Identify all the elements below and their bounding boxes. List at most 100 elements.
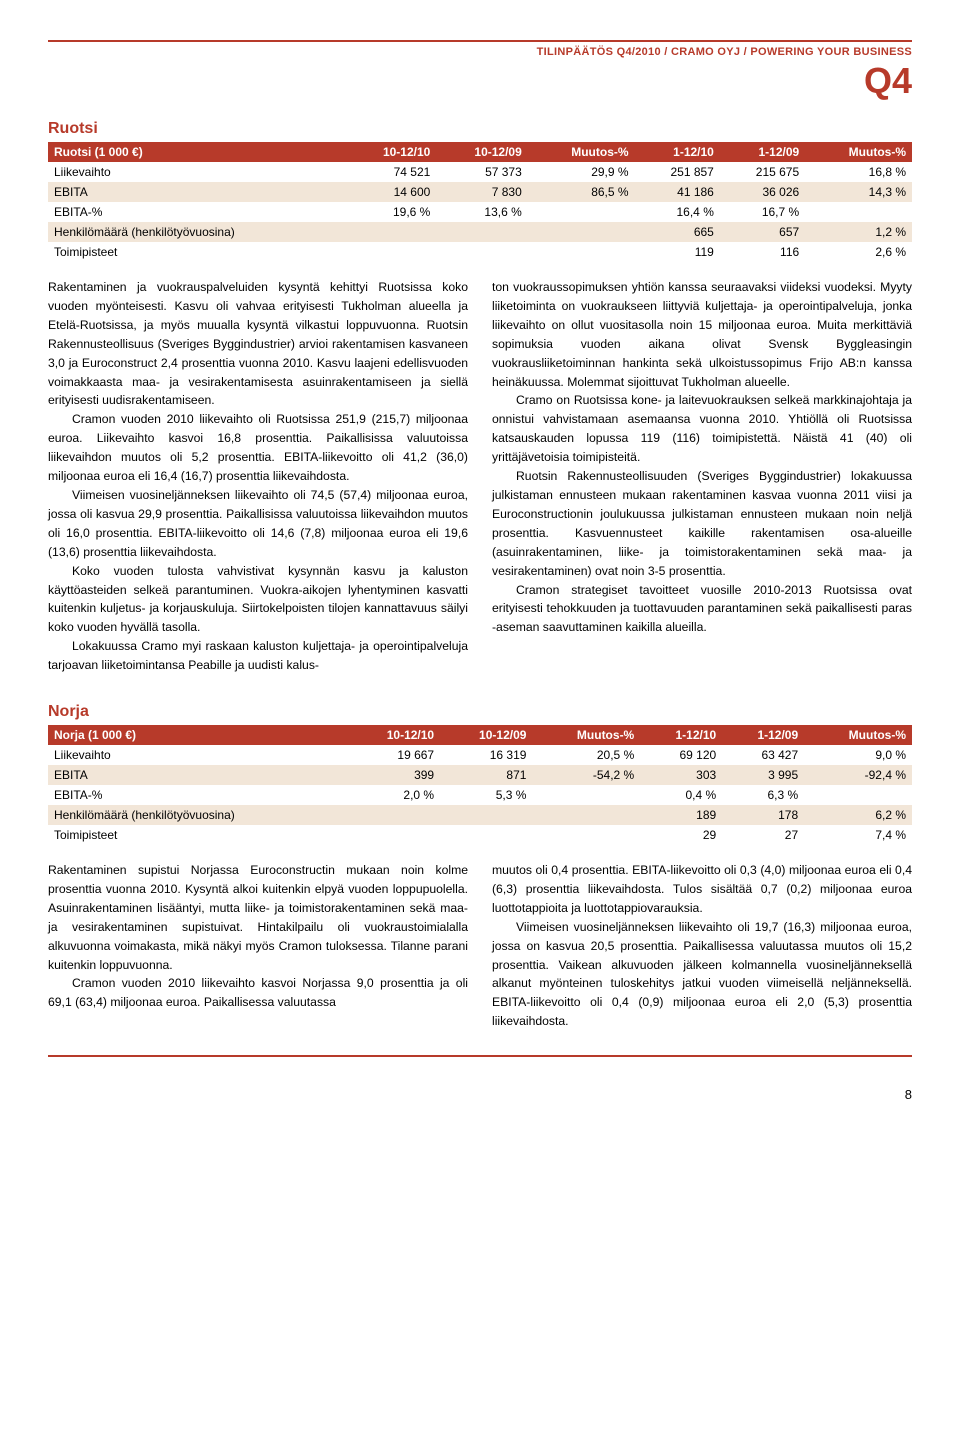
paragraph: Rakentaminen supistui Norjassa Euroconst… bbox=[48, 861, 468, 974]
paragraph: Cramon vuoden 2010 liikevaihto oli Ruots… bbox=[48, 410, 468, 486]
paragraph: Lokakuussa Cramo myi raskaan kaluston ku… bbox=[48, 637, 468, 675]
table-row: Liikevaihto74 52157 37329,9 %251 857215 … bbox=[48, 162, 912, 182]
table-cell: -54,2 % bbox=[532, 765, 640, 785]
table-cell: 6,3 % bbox=[722, 785, 804, 805]
col-label: 10-12/10 bbox=[348, 725, 440, 745]
table-cell: 16,4 % bbox=[635, 202, 720, 222]
table-cell: EBITA bbox=[48, 765, 348, 785]
table-row: Toimipisteet1191162,6 % bbox=[48, 242, 912, 262]
table-cell: 3 995 bbox=[722, 765, 804, 785]
table-cell: 36 026 bbox=[720, 182, 805, 202]
table-cell: Henkilömäärä (henkilötyövuosina) bbox=[48, 222, 345, 242]
table-cell bbox=[440, 805, 532, 825]
table-cell: 665 bbox=[635, 222, 720, 242]
col-label: 10-12/09 bbox=[440, 725, 532, 745]
table-cell bbox=[348, 805, 440, 825]
section-title-norja: Norja bbox=[48, 703, 912, 721]
table-norja: Norja (1 000 €) 10-12/10 10-12/09 Muutos… bbox=[48, 725, 912, 845]
table-cell bbox=[532, 785, 640, 805]
paragraph: Cramon strategiset tavoitteet vuosille 2… bbox=[492, 581, 912, 638]
table-cell: 20,5 % bbox=[532, 745, 640, 765]
table-cell: Liikevaihto bbox=[48, 162, 345, 182]
footer-rule bbox=[48, 1055, 912, 1057]
table-cell: 13,6 % bbox=[436, 202, 527, 222]
paragraph: Koko vuoden tulosta vahvistivat kysynnän… bbox=[48, 562, 468, 638]
table-cell: 303 bbox=[640, 765, 722, 785]
table-cell: 189 bbox=[640, 805, 722, 825]
table-row: Toimipisteet29277,4 % bbox=[48, 825, 912, 845]
table-cell: 69 120 bbox=[640, 745, 722, 765]
table-cell: 7 830 bbox=[436, 182, 527, 202]
table-cell: Toimipisteet bbox=[48, 242, 345, 262]
table-cell: 178 bbox=[722, 805, 804, 825]
table-cell: 871 bbox=[440, 765, 532, 785]
table-cell: 86,5 % bbox=[528, 182, 635, 202]
table-header-row: Ruotsi (1 000 €) 10-12/10 10-12/09 Muuto… bbox=[48, 142, 912, 162]
table-cell: 119 bbox=[635, 242, 720, 262]
table-cell: Henkilömäärä (henkilötyövuosina) bbox=[48, 805, 348, 825]
table-cell: 2,6 % bbox=[805, 242, 912, 262]
table-cell: 41 186 bbox=[635, 182, 720, 202]
section-title-ruotsi: Ruotsi bbox=[48, 120, 912, 138]
norja-body-text: Rakentaminen supistui Norjassa Euroconst… bbox=[48, 861, 912, 1031]
paragraph: ton vuokraussopimuksen yhtiön kanssa seu… bbox=[492, 278, 912, 391]
paragraph: Ruotsin Rakennusteollisuuden (Sveriges B… bbox=[492, 467, 912, 580]
table-cell bbox=[345, 242, 436, 262]
table-cell: EBITA-% bbox=[48, 785, 348, 805]
table-cell bbox=[528, 242, 635, 262]
col-label: Muutos-% bbox=[805, 142, 912, 162]
table-cell: EBITA-% bbox=[48, 202, 345, 222]
col-label: Ruotsi (1 000 €) bbox=[48, 142, 345, 162]
table-cell bbox=[532, 805, 640, 825]
table-cell bbox=[440, 825, 532, 845]
col-label: 1-12/10 bbox=[640, 725, 722, 745]
table-cell: 63 427 bbox=[722, 745, 804, 765]
table-cell: 29 bbox=[640, 825, 722, 845]
table-cell bbox=[436, 222, 527, 242]
table-cell: 251 857 bbox=[635, 162, 720, 182]
table-cell: Liikevaihto bbox=[48, 745, 348, 765]
table-cell: 7,4 % bbox=[804, 825, 912, 845]
paragraph: Cramon vuoden 2010 liikevaihto kasvoi No… bbox=[48, 974, 468, 1012]
table-cell bbox=[528, 222, 635, 242]
table-row: EBITA14 6007 83086,5 %41 18636 02614,3 % bbox=[48, 182, 912, 202]
table-cell bbox=[528, 202, 635, 222]
paragraph: Viimeisen vuosineljänneksen liikevaihto … bbox=[48, 486, 468, 562]
table-cell bbox=[345, 222, 436, 242]
table-cell: 27 bbox=[722, 825, 804, 845]
table-cell: 1,2 % bbox=[805, 222, 912, 242]
table-ruotsi: Ruotsi (1 000 €) 10-12/10 10-12/09 Muuto… bbox=[48, 142, 912, 262]
table-cell: 16,7 % bbox=[720, 202, 805, 222]
table-row: Henkilömäärä (henkilötyövuosina)1891786,… bbox=[48, 805, 912, 825]
table-cell: 19,6 % bbox=[345, 202, 436, 222]
col-label: 10-12/09 bbox=[436, 142, 527, 162]
table-cell bbox=[348, 825, 440, 845]
header-quarter: Q4 bbox=[48, 60, 912, 102]
paragraph: Rakentaminen ja vuokrauspalveluiden kysy… bbox=[48, 278, 468, 410]
col-label: Muutos-% bbox=[532, 725, 640, 745]
col-label: 1-12/10 bbox=[635, 142, 720, 162]
table-cell bbox=[805, 202, 912, 222]
table-cell: 215 675 bbox=[720, 162, 805, 182]
table-cell: 74 521 bbox=[345, 162, 436, 182]
table-row: Liikevaihto19 66716 31920,5 %69 12063 42… bbox=[48, 745, 912, 765]
col-label: Muutos-% bbox=[804, 725, 912, 745]
ruotsi-body-text: Rakentaminen ja vuokrauspalveluiden kysy… bbox=[48, 278, 912, 675]
table-cell: 16 319 bbox=[440, 745, 532, 765]
header-rule bbox=[48, 40, 912, 42]
table-cell: 14 600 bbox=[345, 182, 436, 202]
table-row: Henkilömäärä (henkilötyövuosina) 6656571,… bbox=[48, 222, 912, 242]
table-cell: 657 bbox=[720, 222, 805, 242]
table-cell bbox=[804, 785, 912, 805]
table-cell: 9,0 % bbox=[804, 745, 912, 765]
table-header-row: Norja (1 000 €) 10-12/10 10-12/09 Muutos… bbox=[48, 725, 912, 745]
table-cell: 399 bbox=[348, 765, 440, 785]
table-cell: 57 373 bbox=[436, 162, 527, 182]
table-cell: 19 667 bbox=[348, 745, 440, 765]
page-number: 8 bbox=[48, 1087, 912, 1102]
table-cell: 5,3 % bbox=[440, 785, 532, 805]
table-row: EBITA-%2,0 %5,3 %0,4 %6,3 % bbox=[48, 785, 912, 805]
table-cell: EBITA bbox=[48, 182, 345, 202]
col-label: Norja (1 000 €) bbox=[48, 725, 348, 745]
header-breadcrumb: TILINPÄÄTÖS Q4/2010 / CRAMO OYJ / POWERI… bbox=[48, 46, 912, 58]
